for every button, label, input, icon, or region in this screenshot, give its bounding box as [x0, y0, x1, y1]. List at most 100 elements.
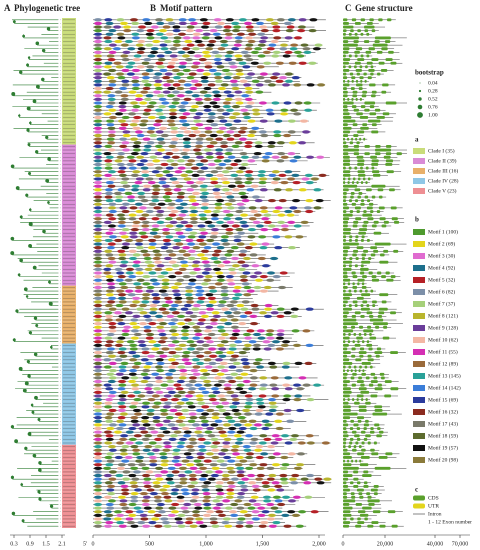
motif-box — [153, 401, 162, 405]
motif-box — [130, 173, 139, 177]
motif-box — [94, 520, 102, 525]
motif-box — [171, 264, 180, 268]
motif-box — [94, 188, 102, 192]
cds — [378, 61, 385, 65]
motif-box — [169, 220, 178, 224]
motif-box — [94, 473, 102, 478]
cds — [368, 202, 374, 206]
motif-box — [94, 253, 102, 257]
motif-box — [277, 220, 286, 224]
cds — [371, 184, 386, 188]
motif-box — [94, 18, 102, 22]
motif-box — [128, 112, 137, 116]
motif-box — [94, 278, 102, 282]
motif-box — [216, 199, 225, 203]
motif-box — [171, 361, 180, 366]
motif-box — [189, 524, 198, 528]
motif-box — [323, 477, 332, 481]
cds — [343, 318, 357, 322]
panel-letter: A — [4, 3, 11, 13]
bootstrap-label: 1.00 — [428, 112, 438, 118]
motif-box — [189, 86, 198, 91]
cds — [356, 488, 364, 492]
motif-box — [117, 495, 126, 499]
motif-box — [152, 249, 161, 253]
motif-box — [195, 463, 204, 467]
motif-box — [234, 39, 243, 44]
motif-label: Motif 14 (142) — [428, 384, 461, 391]
motif-box — [138, 217, 147, 221]
motif-box — [203, 495, 212, 499]
motif-box — [104, 401, 113, 405]
motif-box — [217, 115, 226, 120]
motif-box — [178, 437, 187, 442]
motif-box — [230, 325, 239, 329]
motif-box — [141, 350, 150, 355]
motif-box — [272, 495, 281, 499]
motif-box — [149, 133, 158, 138]
cds — [366, 188, 372, 192]
motif-box — [168, 260, 177, 264]
motif-box — [235, 72, 244, 76]
motif-box — [198, 213, 207, 217]
cds — [343, 466, 359, 470]
motif-box — [233, 238, 242, 243]
bootstrap-node — [33, 316, 38, 320]
motif-box — [289, 437, 298, 442]
motif-box — [178, 65, 187, 69]
motif-box — [236, 466, 245, 470]
motif-box — [146, 29, 155, 33]
motif-box — [192, 32, 201, 36]
cds — [343, 412, 358, 416]
cds — [357, 416, 365, 420]
motif-box — [94, 383, 102, 387]
motif-box — [272, 452, 281, 456]
cds — [370, 380, 378, 383]
motif-box — [249, 242, 258, 246]
motif-label: Motif 6 (82) — [428, 288, 455, 295]
motif-box — [263, 437, 272, 442]
motif-box — [166, 314, 175, 319]
motif-box — [155, 390, 164, 394]
motif-box — [261, 419, 270, 423]
motif-box — [167, 202, 176, 206]
motif-box — [226, 390, 235, 394]
motif-box — [151, 448, 160, 452]
motif-box — [212, 242, 221, 246]
motif-box — [296, 463, 305, 467]
motif-box — [244, 47, 253, 51]
motif-box — [108, 227, 117, 232]
motif-box — [94, 108, 102, 112]
cds — [374, 423, 380, 427]
cds — [343, 459, 346, 463]
cds — [372, 412, 388, 416]
motif-box — [224, 524, 233, 528]
motif-box — [231, 264, 240, 268]
motif-box — [242, 444, 251, 449]
motif-box — [321, 441, 330, 445]
cds — [355, 459, 358, 463]
motif-box — [246, 177, 255, 181]
motif-box — [128, 372, 137, 376]
cds — [354, 61, 361, 65]
cds — [377, 72, 381, 76]
cds — [362, 340, 365, 344]
motif-box — [231, 397, 240, 402]
motif-box — [113, 191, 122, 196]
motif-box — [143, 148, 152, 152]
motif-box — [294, 101, 303, 105]
motif-box — [140, 166, 149, 170]
cds — [364, 25, 375, 29]
motif-box — [203, 513, 212, 517]
cds — [373, 249, 379, 253]
motif-box — [178, 213, 187, 217]
motif-box — [282, 83, 291, 87]
cds — [343, 123, 348, 127]
motif-box — [211, 416, 220, 420]
motif-box — [249, 376, 258, 380]
cds — [366, 21, 373, 25]
motif-box — [108, 235, 117, 239]
motif-box — [198, 311, 207, 315]
motif-box — [160, 36, 169, 40]
motif-box — [179, 61, 188, 65]
